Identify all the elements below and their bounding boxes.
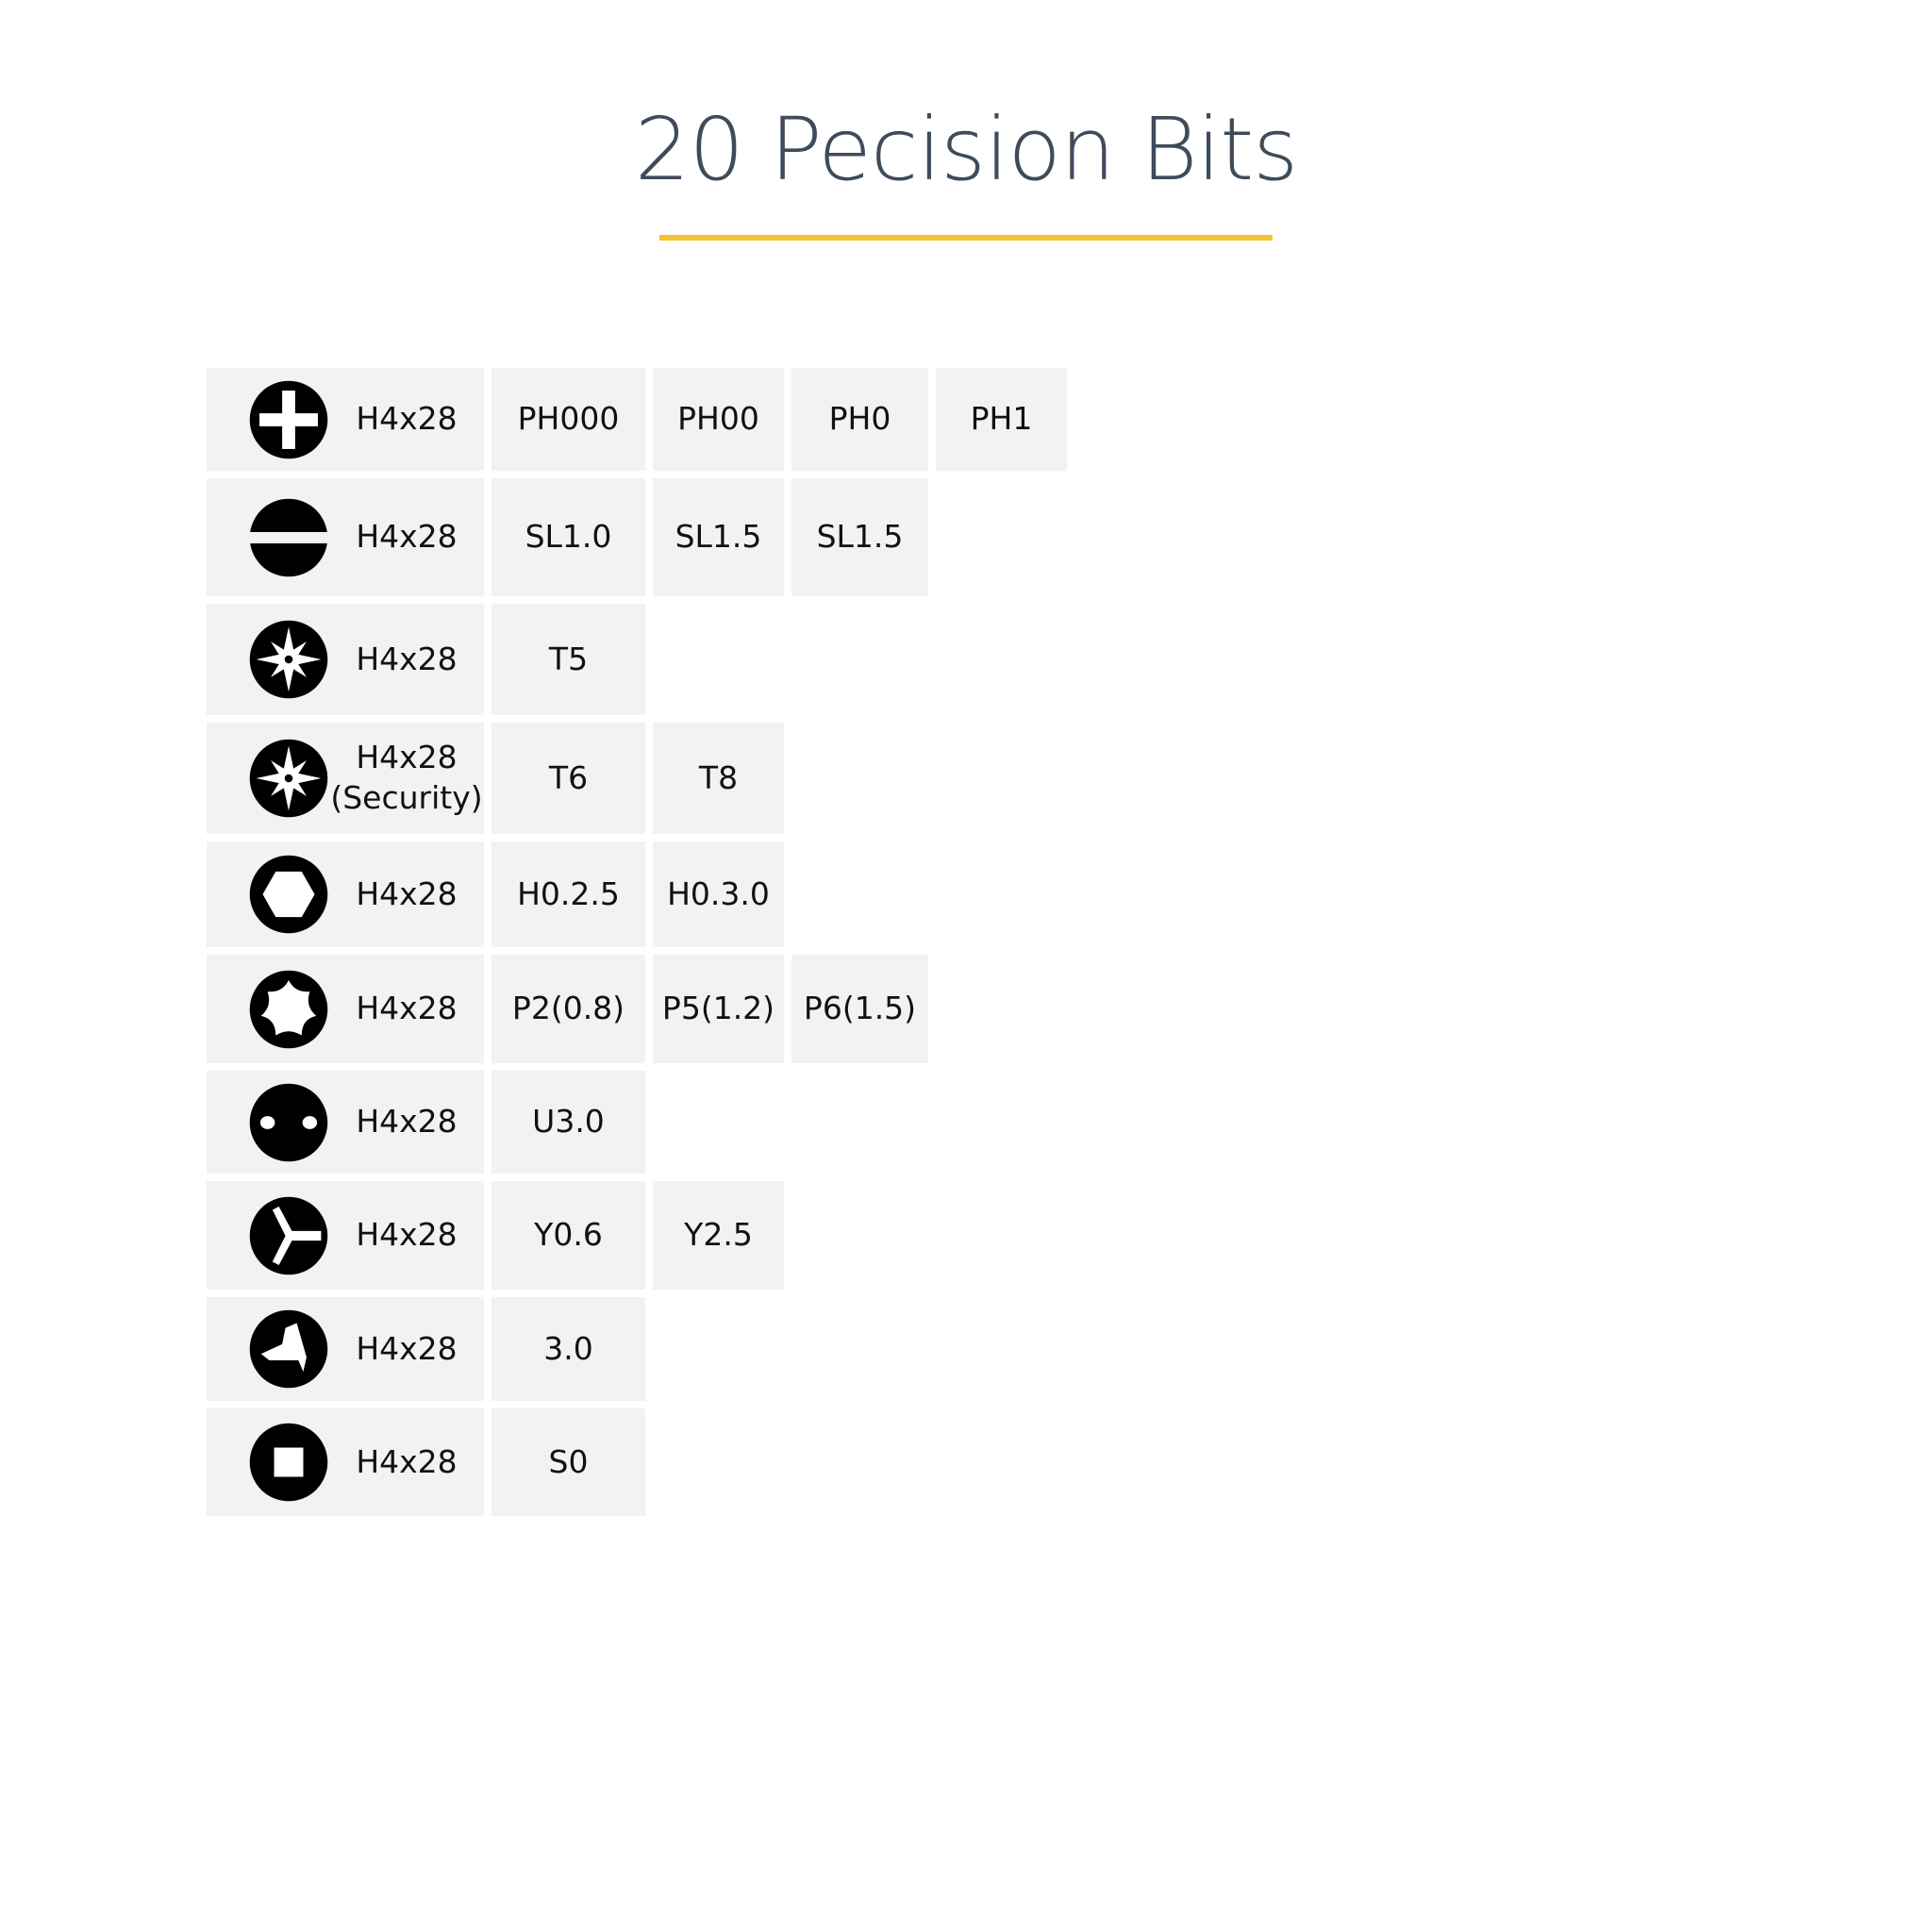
- bit-size-cell: Y0.6: [491, 1181, 645, 1290]
- bit-type-cell: H4x28: [207, 841, 484, 947]
- bit-shank-label: H4x28: [356, 874, 458, 912]
- title-underline: [659, 235, 1273, 241]
- torx-security-icon: [249, 739, 328, 818]
- bit-label: H4x28: [329, 640, 484, 680]
- bit-size-cell: S0: [491, 1408, 645, 1516]
- bit-size-cell: PH000: [491, 368, 645, 471]
- bit-shank-label: H4x28: [356, 400, 458, 438]
- bit-shank-label: H4x28: [356, 1216, 458, 1254]
- table-row: H4x28 H0.2.5 H0.3.0: [207, 841, 1067, 947]
- bit-shank-label: H4x28: [356, 1442, 458, 1480]
- table-row: H4x28 PH000 PH00 PH0 PH1: [207, 368, 1067, 471]
- bit-size-cell: P6(1.5): [791, 955, 928, 1063]
- tri-wing-icon: [249, 1196, 328, 1274]
- bit-size-cell: P2(0.8): [491, 955, 645, 1063]
- bit-type-cell: H4x28: [207, 1071, 484, 1174]
- bit-size-cell: PH0: [791, 368, 928, 471]
- bit-size-cell: PH00: [653, 368, 784, 471]
- bit-size-cell: SL1.0: [491, 478, 645, 596]
- table-row: H4x28 Y0.6 Y2.5: [207, 1181, 1067, 1290]
- bit-type-cell: H4x28: [207, 955, 484, 1063]
- page-title: 20 Pecision Bits: [634, 99, 1298, 200]
- hex-icon: [249, 855, 328, 934]
- bit-label: H4x28: [329, 989, 484, 1029]
- bit-size-cell: 3.0: [491, 1297, 645, 1401]
- bit-size-cell: H0.2.5: [491, 841, 645, 947]
- bit-label: H4x28: [329, 1102, 484, 1142]
- bit-label: H4x28: [329, 1329, 484, 1370]
- bits-table: H4x28 PH000 PH00 PH0 PH1 H4x28 SL1.0 SL1.5 SL1.5…: [207, 368, 1067, 1524]
- bit-sublabel: (Security): [330, 779, 483, 816]
- bit-type-cell: H4x28: [207, 368, 484, 471]
- table-row: H4x28 (Security) T6 T8: [207, 723, 1067, 834]
- tri-point-icon: [249, 1309, 328, 1389]
- bit-shank-label: H4x28: [356, 1103, 458, 1141]
- bit-shank-label: H4x28: [356, 518, 458, 556]
- table-row: H4x28 SL1.0 SL1.5 SL1.5: [207, 478, 1067, 596]
- bit-size-cell: T6: [491, 723, 645, 834]
- bit-size-cell: SL1.5: [791, 478, 928, 596]
- bit-shank-label: H4x28: [356, 1329, 458, 1367]
- bit-label: H4x28: [329, 874, 484, 915]
- bit-type-cell: H4x28: [207, 1181, 484, 1290]
- bit-type-cell: H4x28: [207, 478, 484, 596]
- bit-shank-label: H4x28: [356, 739, 458, 776]
- bit-size-cell: SL1.5: [653, 478, 784, 596]
- bit-size-cell: P5(1.2): [653, 955, 784, 1063]
- bit-shank-label: H4x28: [356, 990, 458, 1027]
- bit-size-cell: Y2.5: [653, 1181, 784, 1290]
- bit-label: H4x28: [329, 517, 484, 558]
- spanner-icon: [249, 1083, 328, 1161]
- bit-size-cell: T8: [653, 723, 784, 834]
- table-row: H4x28 T5: [207, 604, 1067, 715]
- bit-size-cell: PH1: [936, 368, 1067, 471]
- bit-label: H4x28: [329, 1442, 484, 1483]
- table-row: H4x28 S0: [207, 1408, 1067, 1516]
- bit-size-cell: U3.0: [491, 1071, 645, 1174]
- bit-label: H4x28: [329, 1215, 484, 1256]
- slotted-icon: [248, 498, 329, 576]
- torx-icon: [249, 620, 328, 699]
- table-row: H4x28 P2(0.8) P5(1.2) P6(1.5): [207, 955, 1067, 1063]
- bit-type-cell: H4x28: [207, 604, 484, 715]
- bit-label: H4x28: [329, 399, 484, 440]
- phillips-icon: [249, 380, 328, 458]
- bit-type-cell: H4x28: [207, 1408, 484, 1516]
- table-row: H4x28 U3.0: [207, 1071, 1067, 1174]
- bit-size-cell: T5: [491, 604, 645, 715]
- table-row: H4x28 3.0: [207, 1297, 1067, 1401]
- bit-size-cell: H0.3.0: [653, 841, 784, 947]
- bit-type-cell: H4x28: [207, 1297, 484, 1401]
- bit-shank-label: H4x28: [356, 640, 458, 677]
- bit-label: H4x28 (Security): [329, 738, 484, 819]
- square-icon: [249, 1423, 328, 1502]
- bit-type-cell: H4x28 (Security): [207, 723, 484, 834]
- pentalobe-icon: [249, 970, 328, 1048]
